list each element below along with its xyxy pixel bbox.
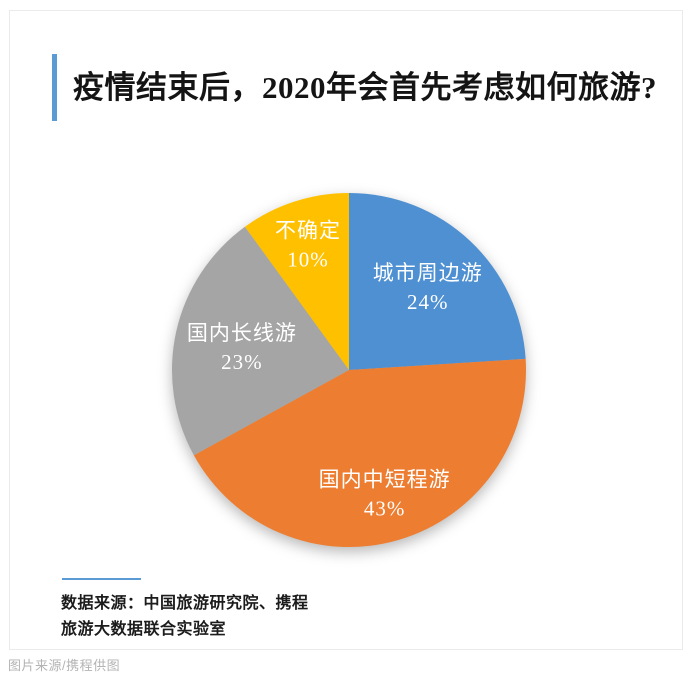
data-source-line2: 旅游大数据联合实验室	[61, 621, 227, 638]
pie-slice-1	[193, 358, 526, 548]
pie-label-0: 城市周边游 24%	[373, 261, 483, 314]
pie-chart: 城市周边游 24% 国内中短程游 43% 国内长线游 23% 不确定 10%	[171, 193, 526, 548]
pie-label-3: 不确定 10%	[275, 219, 341, 272]
pie-label-2: 国内长线游 23%	[187, 321, 297, 374]
chart-card: 疫情结束后，2020年会首先考虑如何旅游? 城市周边游 24% 国内中短程游 43% 国…	[9, 10, 683, 650]
pie-slice-0	[349, 193, 526, 370]
data-source-line1: 数据来源：中国旅游研究院、携程	[61, 595, 309, 612]
source-divider	[62, 578, 141, 580]
title-accent-bar	[52, 54, 57, 121]
image-credit: 图片来源/携程供图	[8, 658, 121, 673]
pie-label-1: 国内中短程游 43%	[319, 467, 451, 520]
chart-title: 疫情结束后，2020年会首先考虑如何旅游?	[73, 70, 657, 105]
pie-slice-2	[171, 226, 349, 456]
data-source: 数据来源：中国旅游研究院、携程 旅游大数据联合实验室	[61, 591, 309, 643]
pie-slice-3	[244, 193, 349, 370]
